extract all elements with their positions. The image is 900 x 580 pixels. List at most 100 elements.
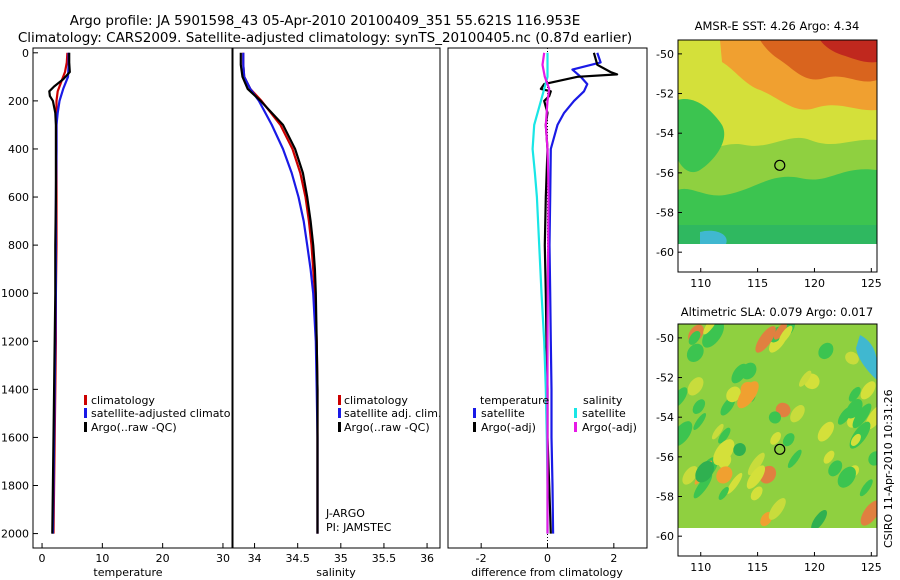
difference-xlabel: difference from climatology — [471, 566, 623, 579]
legend-label-temp-satellite: satellite — [481, 407, 525, 420]
sla-anomaly-blob — [865, 404, 877, 430]
temperature-panel: 0 10 20 30 0 200 400 600 800 1000 1200 1400 1600 1800… — [1, 47, 247, 579]
sst-ytick-label: -60 — [656, 246, 674, 259]
sla-anomaly-blob — [811, 509, 827, 528]
sla-anomaly-blob — [859, 479, 873, 497]
sla-anomaly-blob — [713, 439, 735, 466]
sla-map-panel: Altimetric SLA: 0.079 Argo: 0.017 110 115… — [656, 305, 882, 574]
sla-anomaly-blob — [860, 500, 877, 526]
salinity-lines — [239, 52, 319, 534]
diff-xtick-label: 0 — [544, 552, 551, 565]
sla-axes-frame — [677, 323, 878, 557]
sla-field — [678, 324, 877, 528]
sla-anomaly-blob — [818, 342, 834, 360]
sla-ytick-label: -54 — [656, 411, 674, 424]
sst-ytick-label: -54 — [656, 127, 674, 140]
sla-anomaly-blob — [860, 381, 876, 400]
depth-tick-label: 1600 — [1, 431, 29, 444]
sla-anomaly-blob — [718, 486, 729, 500]
sla-anomaly-blob — [733, 443, 746, 457]
sst-map-title: AMSR-E SST: 4.26 Argo: 4.34 — [695, 19, 860, 33]
sla-argo-location-marker — [774, 443, 786, 455]
legend-label-argo: Argo(..raw -QC) — [91, 421, 177, 434]
temp-xtick-label: 10 — [95, 552, 109, 565]
sla-ytick-label: -52 — [656, 372, 674, 385]
plot-title-line1: Argo profile: JA 5901598_43 05-Apr-2010 … — [69, 13, 581, 29]
sla-anomaly-blob — [850, 433, 861, 446]
sla-anomaly-blob — [787, 449, 802, 468]
depth-tick-label: 1200 — [1, 335, 29, 348]
sla-anomaly-blob — [837, 466, 856, 488]
legend-swatch-sal-satellite — [574, 408, 577, 418]
sla-anomaly-blob — [768, 498, 786, 520]
sla-anomaly-blob — [687, 377, 704, 396]
sla-anomaly-blob — [768, 411, 782, 424]
sla-anomaly-blob — [678, 421, 693, 447]
footer-stamp: CSIRO 11-Apr-2010 10:31:26 — [882, 389, 895, 548]
depth-tick-label: 400 — [8, 143, 29, 156]
sla-anomaly-blob — [823, 450, 835, 464]
sal-series-argo-raw-qc- — [239, 52, 319, 534]
float-pi-label: PI: JAMSTEC — [326, 521, 392, 534]
sst-axes-frame — [677, 39, 878, 273]
sla-anomaly-blob — [747, 452, 765, 476]
sla-ticks: 110 115 120 125 -50 -52 -54 -56 -58 -60 — [656, 332, 882, 574]
legend-label-satellite: satellite-adjusted climatolog — [91, 407, 247, 420]
depth-tick-label: 0 — [22, 47, 29, 60]
sla-anomaly-blob — [799, 370, 812, 387]
sal-xtick-label: 34 — [248, 552, 262, 565]
temperature-ticks: 0 10 20 30 0 200 400 600 800 1000 1200 1400 1600 1800… — [1, 47, 230, 565]
legend-swatch-temp-argo — [473, 422, 476, 432]
sla-xtick-label: 115 — [747, 561, 768, 574]
legend-label-sal-argo: Argo(-adj) — [582, 421, 637, 434]
sla-anomaly-blob — [711, 423, 724, 440]
legend-label-temp-argo: Argo(-adj) — [481, 421, 536, 434]
temperature-lines — [48, 52, 71, 534]
legend-label-climatology-sal: climatology — [344, 394, 408, 407]
sal-xtick-label: 34.5 — [285, 552, 310, 565]
salinity-axes-frame — [232, 47, 441, 549]
sst-ytick-label: -50 — [656, 48, 674, 61]
depth-tick-label: 2000 — [1, 528, 29, 541]
legend-label-sal-satellite: satellite — [582, 407, 626, 420]
sla-anomaly-blob — [755, 326, 776, 353]
depth-tick-label: 800 — [8, 239, 29, 252]
sla-anomaly-blob — [828, 460, 843, 477]
sla-anomaly-blob — [750, 486, 763, 501]
legend-swatch-climatology-sal — [338, 395, 341, 405]
temperature-xlabel: temperature — [93, 566, 162, 579]
legend-swatch-argo-sal — [338, 422, 341, 432]
depth-tick-label: 1800 — [1, 480, 29, 493]
sla-anomaly-blob — [692, 399, 706, 414]
sst-field — [678, 40, 877, 244]
legend-title-temperature: temperature — [480, 394, 549, 407]
sla-anomaly-blob — [845, 351, 859, 365]
sla-map-title: Altimetric SLA: 0.079 Argo: 0.017 — [681, 305, 873, 319]
legend-swatch-temp-satellite — [473, 408, 476, 418]
legend-swatch-sal-argo — [574, 422, 577, 432]
sla-anomaly-blob — [702, 324, 725, 348]
legend-swatch-satellite — [84, 408, 87, 418]
legend-swatch-climatology — [84, 395, 87, 405]
sla-anomaly-blob — [688, 330, 701, 345]
sla-anomaly-blob — [695, 460, 715, 483]
difference-lines — [531, 52, 619, 534]
sla-ytick-label: -60 — [656, 530, 674, 543]
sla-anomaly-blob — [726, 472, 743, 494]
sst-xtick-label: 120 — [804, 277, 825, 290]
diff-series-salinity-argo-adj- — [541, 52, 551, 534]
sla-anomaly-blob — [716, 466, 733, 484]
sst-argo-location-marker — [774, 159, 786, 171]
difference-panel: -2 0 2 difference from climatology tempera… — [447, 47, 648, 579]
sst-ytick-label: -52 — [656, 88, 674, 101]
sla-anomaly-blob — [686, 343, 704, 362]
sst-map-panel: AMSR-E SST: 4.26 Argo: 4.34 110 115 120 125… — [656, 19, 882, 290]
salinity-ticks: 34 34.5 35 35.5 36 — [248, 543, 434, 565]
sla-anomaly-blob — [718, 427, 731, 444]
sla-anomaly-blob — [868, 451, 877, 466]
sla-anomaly-blob — [682, 466, 698, 485]
sla-ytick-label: -50 — [656, 332, 674, 345]
sla-anomaly-blob — [693, 413, 707, 431]
legend-title-salinity: salinity — [583, 394, 623, 407]
sla-anomaly-blob — [770, 432, 781, 445]
